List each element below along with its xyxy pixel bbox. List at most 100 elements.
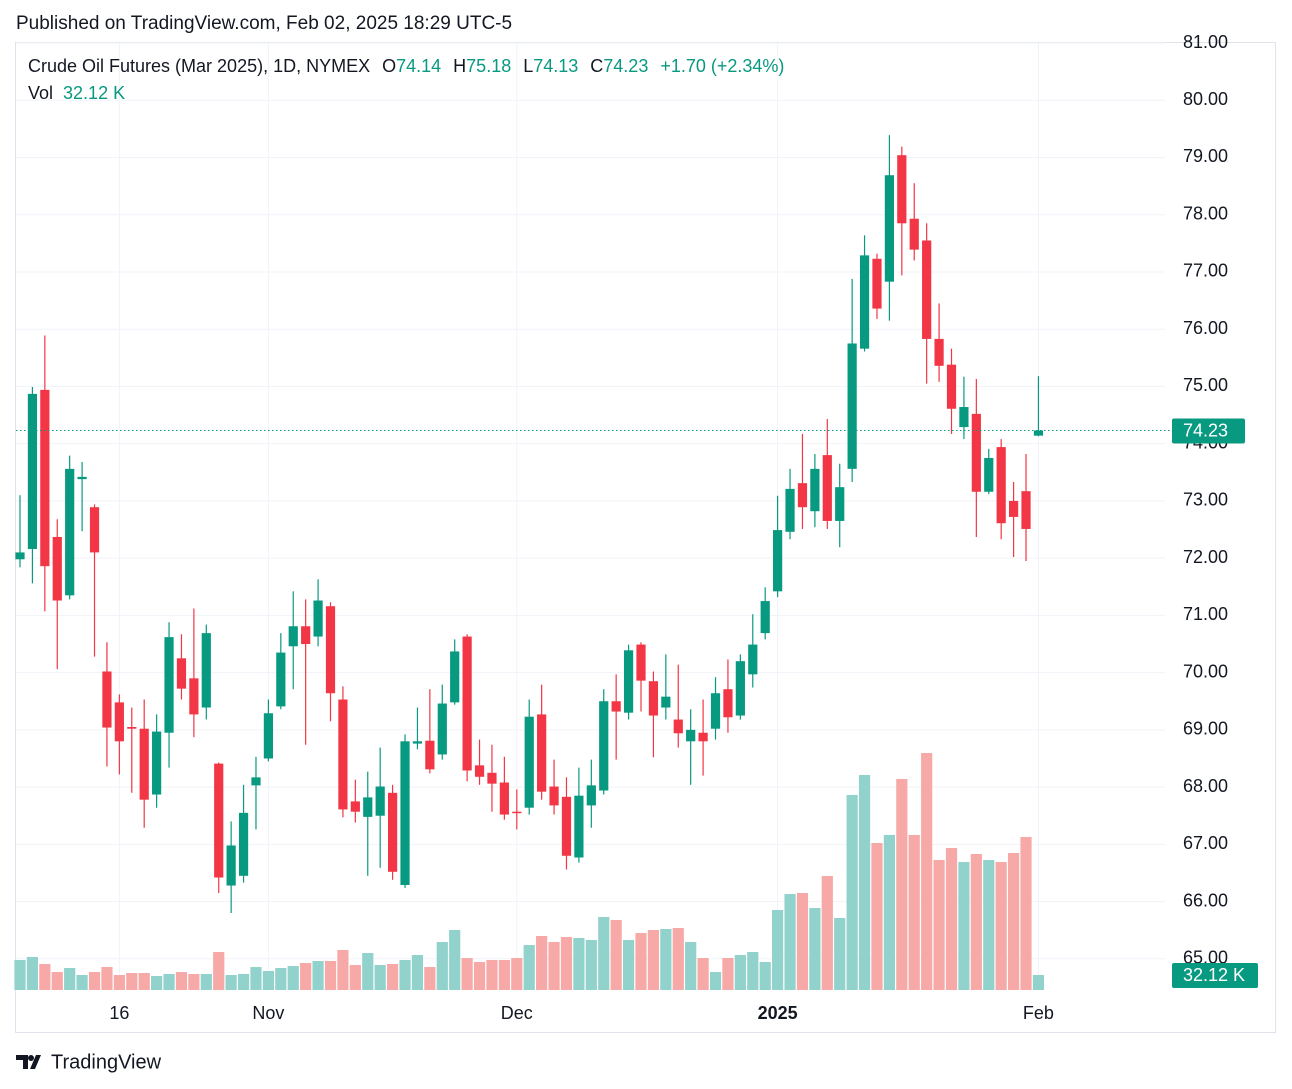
candle-body — [810, 468, 820, 512]
volume-header: Vol 32.12 K — [28, 83, 125, 103]
last-volume-box — [1172, 963, 1258, 988]
volume-bar — [573, 938, 585, 990]
volume-bar — [76, 975, 88, 990]
volume-bar — [970, 853, 982, 990]
candle-body — [574, 795, 584, 858]
candle-body — [487, 772, 497, 784]
volume-bar — [511, 958, 523, 990]
volume-bar — [1020, 836, 1032, 990]
brand-name: TradingView — [51, 1051, 162, 1073]
volume-bar — [560, 936, 573, 990]
volume-bar — [548, 941, 560, 990]
candle-body — [1033, 430, 1044, 436]
candle-body — [77, 476, 87, 480]
candle-body — [226, 845, 236, 886]
volume-bar — [809, 907, 821, 990]
volume-bar — [635, 933, 647, 990]
candle-body — [1021, 491, 1031, 529]
volume-bar — [486, 960, 498, 990]
volume-bar — [225, 975, 237, 990]
brand-logo — [16, 1055, 41, 1069]
volume-bar — [796, 892, 809, 990]
volume-bar — [399, 960, 411, 990]
candle-body — [400, 741, 410, 885]
candle-body — [152, 731, 162, 795]
volume-bar — [722, 958, 734, 990]
candle-body — [710, 693, 721, 729]
candle-body — [636, 644, 646, 681]
volume-bar — [337, 950, 349, 990]
candles — [15, 135, 1170, 914]
candle-body — [984, 457, 994, 492]
volume-bar — [709, 972, 722, 990]
volume-bar — [188, 973, 200, 990]
candle-body — [325, 606, 336, 694]
candle-body — [437, 703, 447, 755]
candle-body — [27, 393, 38, 549]
volume-bar — [908, 834, 920, 990]
candle-body — [537, 714, 547, 792]
volume-bar — [324, 960, 337, 990]
candle-body — [201, 633, 211, 708]
legend-field-value: 74.13 — [533, 56, 578, 76]
volume-bar — [697, 958, 709, 990]
candle-body — [524, 716, 534, 808]
candle-body — [52, 536, 62, 601]
volume-bar — [287, 965, 299, 990]
volume-bar — [846, 794, 858, 990]
candle-body — [65, 468, 75, 596]
volume-bar — [958, 862, 970, 990]
candle-body — [263, 713, 273, 759]
candle-body — [462, 636, 472, 771]
candle-body — [884, 175, 894, 282]
volume-bar — [672, 928, 684, 990]
candle-body — [673, 719, 683, 734]
volume-bar — [101, 967, 113, 990]
x-tick-label: 2025 — [758, 1003, 798, 1023]
volume-bar — [896, 778, 908, 990]
volume-bar — [734, 955, 746, 990]
last-volume-label: 32.12 K — [1183, 965, 1245, 985]
legend-field-label: C — [590, 56, 603, 76]
volume-bar — [983, 860, 995, 990]
candle-body — [214, 763, 224, 878]
candle-body — [748, 644, 758, 675]
volume-bar — [921, 753, 933, 990]
last-price-label: 74.23 — [1183, 420, 1228, 440]
candle-body — [599, 701, 609, 791]
y-tick-label: 70.00 — [1183, 661, 1228, 681]
candle-body — [723, 689, 733, 718]
volume-bar — [436, 941, 448, 990]
volume-bar — [39, 963, 51, 990]
volume-bar — [647, 929, 660, 990]
volume-bar — [598, 916, 610, 990]
candle-body — [648, 681, 659, 716]
candle-body — [512, 811, 522, 814]
candle-body — [238, 812, 249, 876]
candle-body — [797, 483, 808, 508]
candle-body — [127, 726, 137, 729]
volume-bar — [622, 939, 635, 990]
volume-bar — [945, 848, 958, 990]
candle-body — [561, 796, 572, 856]
candle-body — [934, 338, 944, 366]
y-tick-label: 71.00 — [1183, 604, 1228, 624]
candle-body — [276, 652, 286, 707]
candle-body — [909, 218, 919, 250]
candle-body — [847, 343, 857, 469]
volume-bar — [88, 972, 101, 990]
volume-bar — [747, 951, 759, 990]
volume-bar — [312, 960, 324, 990]
volume-bar — [498, 960, 510, 990]
candle-body — [375, 786, 385, 816]
volume-bar — [759, 962, 771, 990]
volume-bar — [262, 970, 274, 990]
candle-body — [897, 155, 907, 224]
legend-change: +1.70 (+2.34%) — [660, 56, 784, 76]
volume-bar — [113, 975, 125, 990]
candle-body — [474, 765, 485, 777]
volume-bar — [64, 968, 76, 990]
candle-body — [611, 701, 621, 712]
volume-bar — [461, 958, 473, 990]
